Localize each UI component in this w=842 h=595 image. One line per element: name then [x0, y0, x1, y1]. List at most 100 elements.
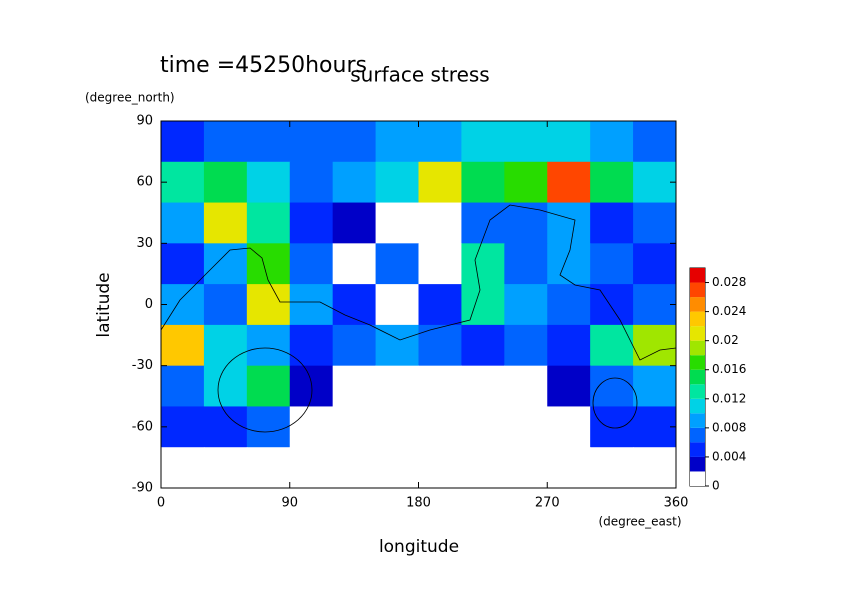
- cell: [461, 365, 505, 407]
- chart-subtitle: time =45250hours: [160, 53, 367, 78]
- cell: [203, 447, 248, 489]
- y-tick-label: -30: [132, 358, 153, 373]
- cell: [375, 447, 419, 489]
- cell: [547, 202, 591, 244]
- cell: [332, 365, 377, 407]
- y-tick-label: 0: [145, 297, 153, 312]
- colorbar-segment: [690, 456, 705, 472]
- cell: [203, 202, 248, 244]
- cell: [332, 324, 377, 367]
- cell: [633, 161, 677, 204]
- cell: [289, 284, 334, 326]
- cell: [633, 447, 677, 489]
- cell: [504, 202, 548, 244]
- cell: [161, 121, 205, 163]
- cell: [332, 243, 377, 285]
- x-tick-label: 0: [157, 496, 165, 511]
- cell: [418, 202, 462, 244]
- cell: [161, 243, 205, 285]
- cell: [246, 121, 291, 163]
- colorbar-segment: [690, 268, 705, 283]
- cell: [418, 406, 462, 448]
- cell: [375, 121, 419, 163]
- cell: [203, 324, 248, 367]
- colorbar-segment: [690, 413, 705, 428]
- colorbar-tick-label: 0.012: [712, 391, 746, 405]
- cell: [203, 121, 248, 163]
- cell: [418, 365, 462, 407]
- field: [161, 121, 677, 489]
- y-tick-label: -60: [132, 419, 153, 434]
- colorbar-segment: [690, 355, 705, 370]
- cell: [375, 284, 419, 326]
- cell: [547, 243, 591, 285]
- cell: [161, 202, 205, 244]
- cell: [547, 406, 591, 448]
- cell: [633, 406, 677, 448]
- cell: [332, 121, 377, 163]
- cell: [461, 161, 505, 204]
- cell: [161, 365, 205, 407]
- colorbar-segment: [690, 427, 705, 443]
- cell: [547, 324, 591, 367]
- cell: [161, 161, 205, 204]
- cell: [246, 243, 291, 285]
- cell: [547, 161, 591, 204]
- cell: [161, 406, 205, 448]
- chart-title: surface stress: [350, 63, 489, 87]
- cell: [418, 284, 462, 326]
- cell: [633, 284, 677, 326]
- x-tick-label: 90: [281, 496, 298, 511]
- cell: [633, 202, 677, 244]
- cell: [246, 284, 291, 326]
- colorbar-tick-label: 0.028: [712, 275, 746, 289]
- cell: [203, 284, 248, 326]
- cell: [418, 161, 462, 204]
- cell: [504, 365, 548, 407]
- colorbar-segment: [690, 442, 705, 457]
- cell: [461, 284, 505, 326]
- cell: [590, 406, 634, 448]
- x-tick-label: 180: [406, 496, 431, 511]
- cell: [504, 161, 548, 204]
- cell: [246, 161, 291, 204]
- cell: [461, 406, 505, 448]
- cell: [161, 447, 205, 489]
- colorbar-tick-label: 0.008: [712, 420, 746, 434]
- coastline: [217, 347, 313, 433]
- cell: [633, 324, 677, 367]
- x-unit: (degree_east): [598, 515, 681, 529]
- colorbar-tick-label: 0: [712, 479, 720, 493]
- cell: [375, 161, 419, 204]
- colorbar-segment: [690, 311, 705, 327]
- cell: [590, 243, 634, 285]
- cell: [161, 324, 205, 367]
- cell: [461, 243, 505, 285]
- colorbar-segment: [690, 326, 705, 341]
- colorbar-segment: [690, 297, 705, 312]
- cell: [289, 324, 334, 367]
- cell: [332, 447, 377, 489]
- cell: [547, 447, 591, 489]
- x-axis-label: longitude: [379, 537, 459, 557]
- y-tick-label: 60: [136, 175, 153, 190]
- colorbar-tick-label: 0.016: [712, 362, 746, 376]
- y-tick-label: 30: [136, 236, 153, 251]
- cell: [633, 121, 677, 163]
- cell: [590, 202, 634, 244]
- cell: [246, 406, 291, 448]
- y-tick-label: -90: [132, 481, 153, 496]
- cell: [504, 243, 548, 285]
- cell: [289, 406, 334, 448]
- colorbar-segment: [690, 384, 705, 399]
- cell: [246, 324, 291, 367]
- cell: [418, 121, 462, 163]
- cell: [461, 324, 505, 367]
- cell: [332, 202, 377, 244]
- cell: [246, 447, 291, 489]
- x-tick-label: 360: [664, 496, 689, 511]
- y-tick-label: 90: [136, 114, 153, 129]
- cell: [633, 243, 677, 285]
- colorbar-segment: [690, 471, 705, 486]
